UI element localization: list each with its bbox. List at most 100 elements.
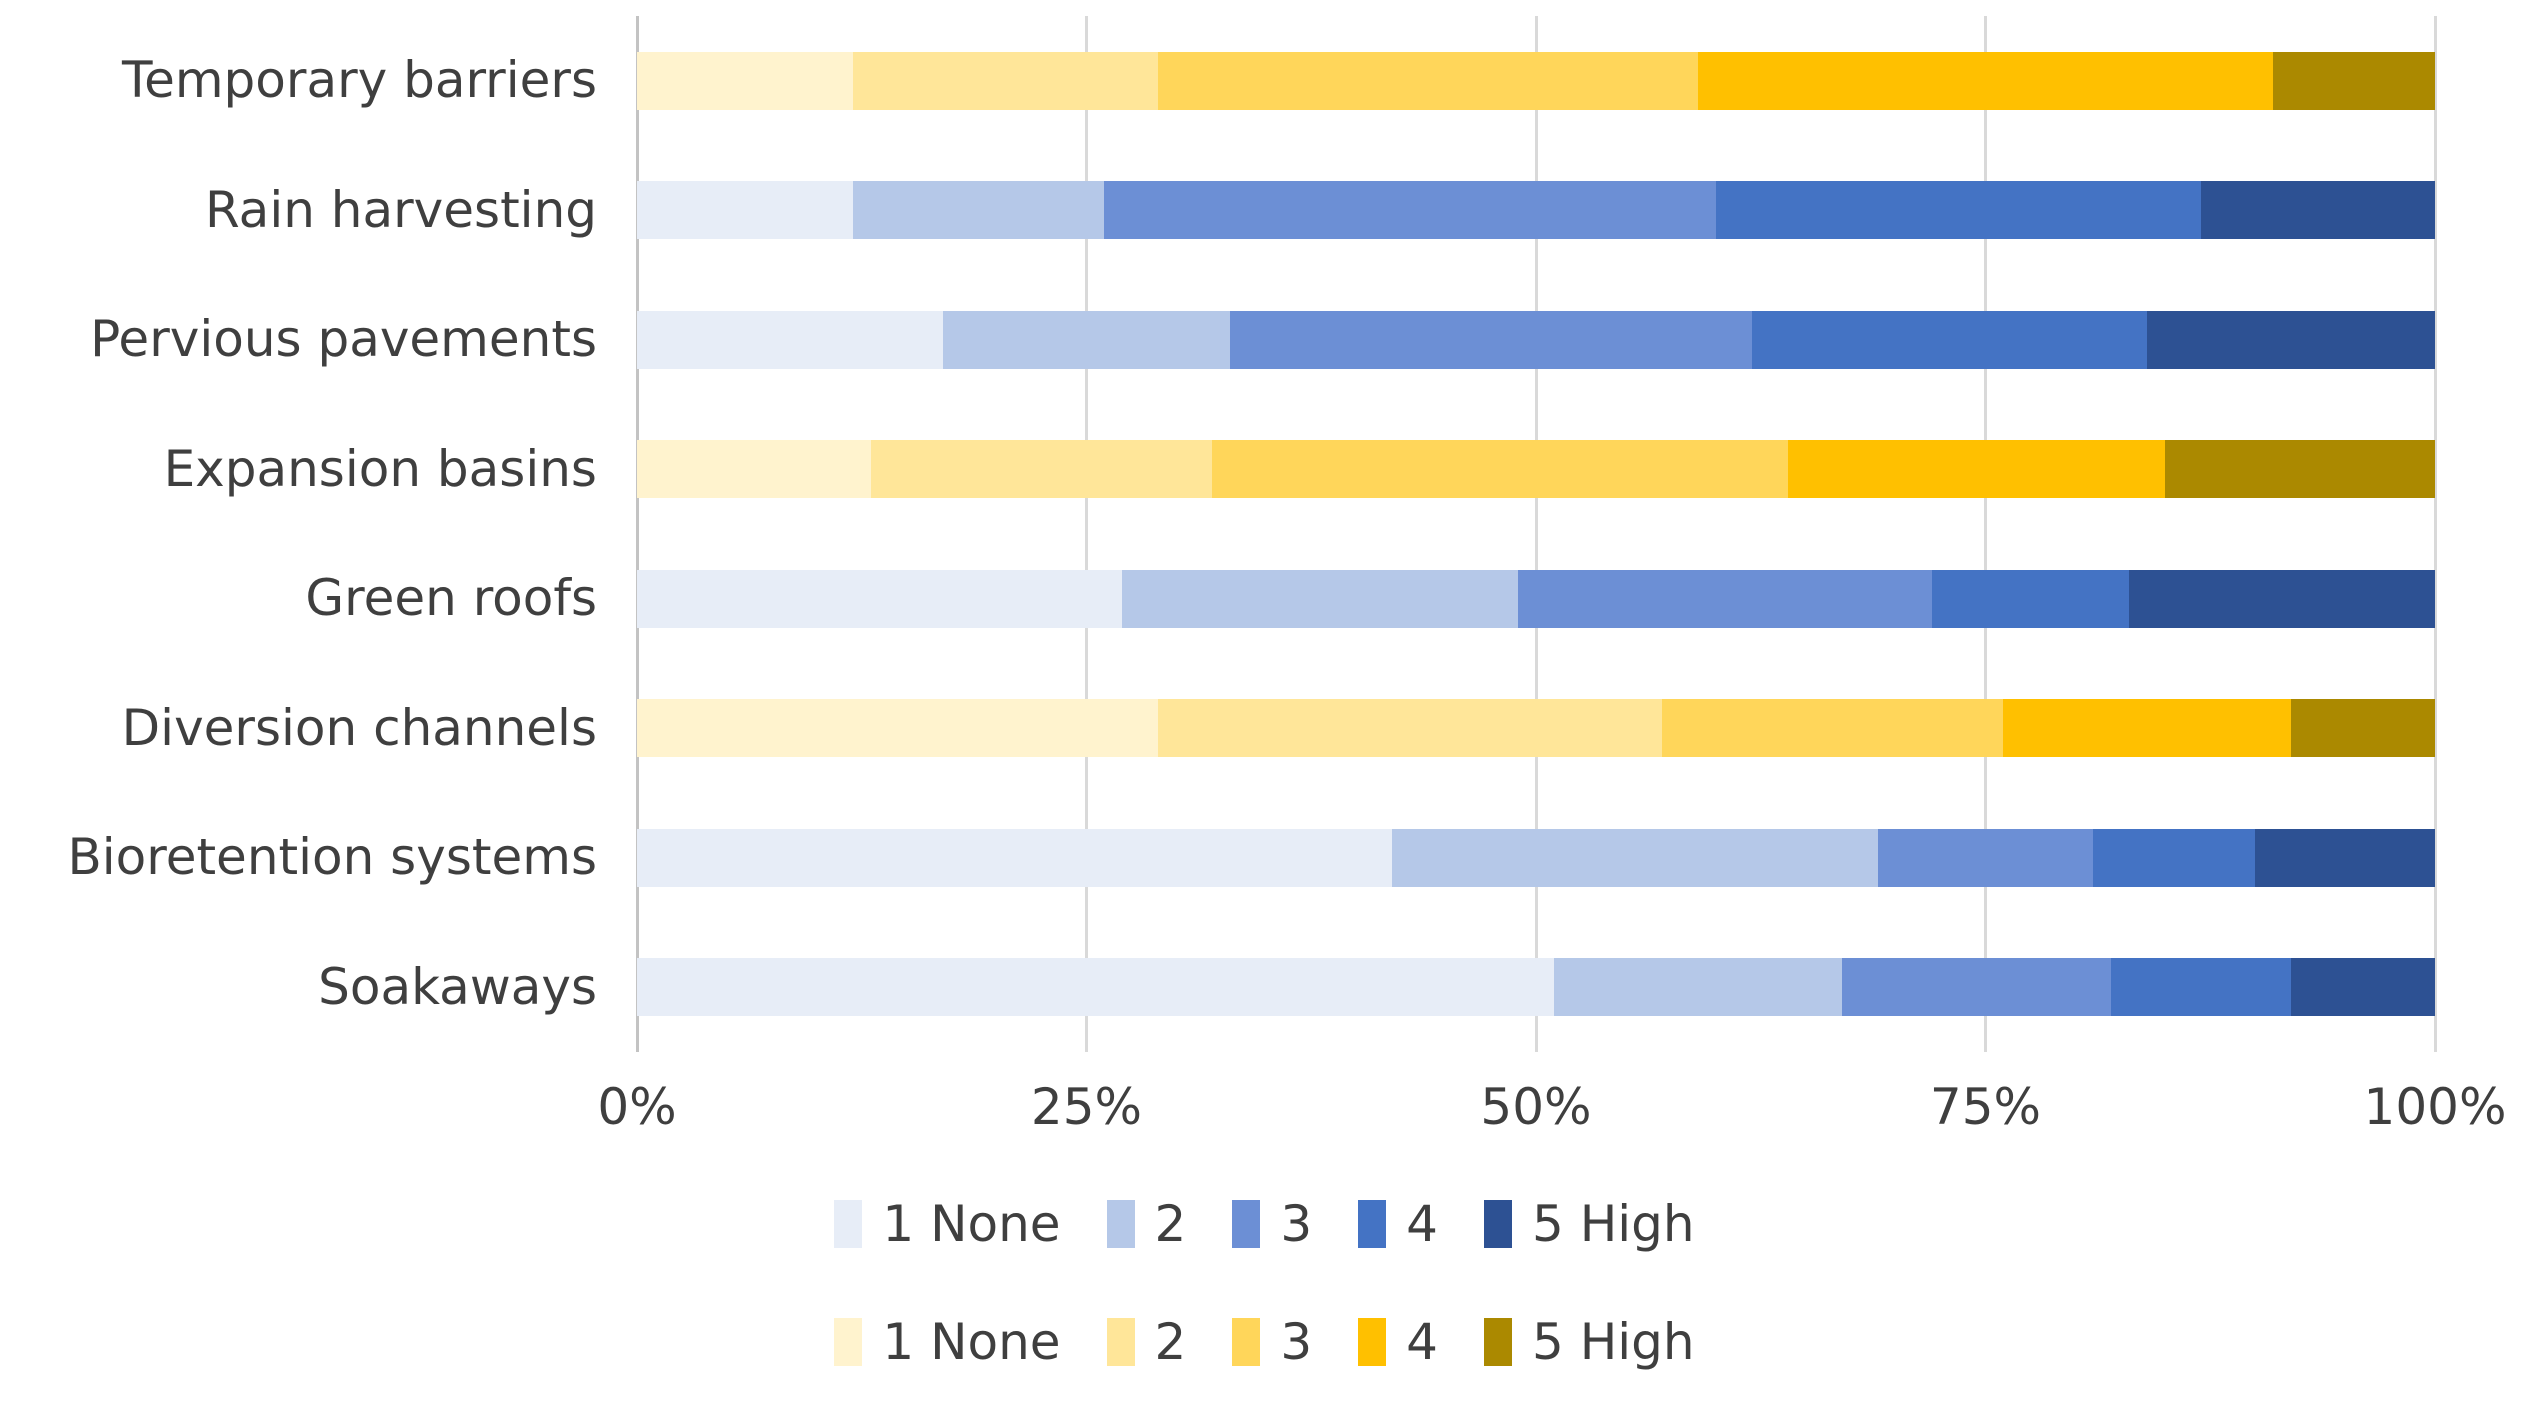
x-tick-label: 75% bbox=[1929, 1078, 2042, 1136]
bar-row: Expansion basins bbox=[0, 405, 2529, 535]
bar-segment-level-1 bbox=[637, 310, 943, 369]
gridline bbox=[2433, 16, 2437, 1052]
bar-segment-level-2 bbox=[1553, 958, 1842, 1017]
x-tick-label: 100% bbox=[2363, 1078, 2507, 1136]
stacked-bar bbox=[637, 958, 2435, 1017]
legend-swatch-icon bbox=[1358, 1200, 1387, 1248]
bar-row: Pervious pavements bbox=[0, 275, 2529, 405]
legend-label: 3 bbox=[1280, 1195, 1313, 1253]
stacked-bar bbox=[637, 51, 2435, 110]
bar-segment-level-1 bbox=[637, 569, 1123, 628]
legend-swatch-icon bbox=[834, 1200, 863, 1248]
bar-segment-level-5 bbox=[2291, 699, 2435, 758]
legend-swatch-icon bbox=[1232, 1200, 1261, 1248]
bar-segment-level-4 bbox=[1715, 181, 2202, 240]
bar-segment-level-5 bbox=[2129, 569, 2435, 628]
bar-segment-level-4 bbox=[2093, 828, 2256, 887]
legend-yellow: 1 None 2 3 4 5 High bbox=[0, 1300, 2529, 1384]
bar-segment-level-3 bbox=[1158, 51, 1698, 110]
bar-segment-level-1 bbox=[637, 51, 853, 110]
bar-segment-level-3 bbox=[1230, 310, 1752, 369]
bar-row: Diversion channels bbox=[0, 664, 2529, 794]
bar-segment-level-5 bbox=[2201, 181, 2435, 240]
bar-segment-level-1 bbox=[637, 181, 853, 240]
stacked-bar bbox=[637, 181, 2435, 240]
legend-blue: 1 None 2 3 4 5 High bbox=[0, 1182, 2529, 1266]
legend-item: 5 High bbox=[1483, 1195, 1695, 1253]
bar-segment-level-5 bbox=[2273, 51, 2435, 110]
legend-swatch-icon bbox=[1232, 1318, 1261, 1366]
bar-segment-level-2 bbox=[870, 440, 1213, 499]
bar-segment-level-4 bbox=[2003, 699, 2292, 758]
bar-row: Soakaways bbox=[0, 923, 2529, 1053]
bar-segment-level-5 bbox=[2147, 310, 2435, 369]
bar-segment-level-3 bbox=[1518, 569, 1932, 628]
bar-segment-level-2 bbox=[1158, 699, 1662, 758]
bar-segment-level-5 bbox=[2165, 440, 2435, 499]
bar-segment-level-2 bbox=[852, 181, 1105, 240]
rows: Temporary barriers Rain harvesting Perviou… bbox=[0, 16, 2529, 1052]
bar-segment-level-2 bbox=[852, 51, 1159, 110]
legend-label: 2 bbox=[1154, 1313, 1187, 1371]
legend-swatch-icon bbox=[1483, 1200, 1512, 1248]
legend-item: 4 bbox=[1358, 1195, 1438, 1253]
bar-segment-level-2 bbox=[1122, 569, 1518, 628]
bar-segment-level-1 bbox=[637, 699, 1159, 758]
legend-item: 1 None bbox=[834, 1313, 1061, 1371]
legend-label: 1 None bbox=[882, 1195, 1061, 1253]
legend-swatch-icon bbox=[1106, 1318, 1135, 1366]
category-label: Pervious pavements bbox=[90, 310, 597, 369]
bar-segment-level-3 bbox=[1841, 958, 2112, 1017]
bar-segment-level-4 bbox=[1931, 569, 2130, 628]
legend-swatch-icon bbox=[1358, 1318, 1387, 1366]
x-tick-label: 25% bbox=[1030, 1078, 1143, 1136]
stacked-bar bbox=[637, 440, 2435, 499]
legend-item: 1 None bbox=[834, 1195, 1061, 1253]
bar-segment-level-3 bbox=[1877, 828, 2094, 887]
bar-segment-level-1 bbox=[637, 440, 871, 499]
bar-segment-level-3 bbox=[1212, 440, 1788, 499]
plot-area bbox=[635, 16, 2437, 1052]
bar-segment-level-3 bbox=[1104, 181, 1716, 240]
gridline bbox=[1085, 16, 1088, 1052]
x-tick-label: 50% bbox=[1480, 1078, 1592, 1136]
legend-item: 3 bbox=[1232, 1195, 1312, 1253]
legend-label: 4 bbox=[1406, 1195, 1438, 1253]
legend-item: 3 bbox=[1232, 1313, 1312, 1371]
category-label: Temporary barriers bbox=[122, 51, 597, 110]
stacked-bar bbox=[637, 310, 2435, 369]
bar-segment-level-4 bbox=[1751, 310, 2148, 369]
bar-row: Rain harvesting bbox=[0, 146, 2529, 276]
y-axis-line bbox=[635, 16, 639, 1052]
x-tick-label: 0% bbox=[597, 1078, 677, 1136]
bar-row: Green roofs bbox=[0, 534, 2529, 664]
legend-item: 5 High bbox=[1483, 1313, 1695, 1371]
legend-swatch-icon bbox=[1106, 1200, 1135, 1248]
legend-label: 5 High bbox=[1531, 1195, 1695, 1253]
stacked-bar bbox=[637, 828, 2435, 887]
bar-segment-level-5 bbox=[2255, 828, 2435, 887]
legend-item: 4 bbox=[1358, 1313, 1438, 1371]
gridline bbox=[1534, 16, 1538, 1052]
legend-label: 2 bbox=[1154, 1195, 1187, 1253]
bar-segment-level-5 bbox=[2291, 958, 2435, 1017]
bar-segment-level-3 bbox=[1661, 699, 2004, 758]
bar-row: Bioretention systems bbox=[0, 793, 2529, 923]
legend-label: 5 High bbox=[1531, 1313, 1695, 1371]
category-label: Green roofs bbox=[305, 569, 597, 628]
legend-label: 3 bbox=[1280, 1313, 1313, 1371]
legend-label: 1 None bbox=[882, 1313, 1061, 1371]
legend-label: 4 bbox=[1406, 1313, 1438, 1371]
legend-swatch-icon bbox=[834, 1318, 863, 1366]
x-axis: 0% 25% 50% 75% 100% bbox=[597, 1078, 2506, 1138]
category-label: Diversion channels bbox=[121, 698, 597, 757]
category-label: Rain harvesting bbox=[205, 180, 597, 239]
legend-item: 2 bbox=[1106, 1195, 1187, 1253]
bar-segment-level-4 bbox=[2111, 958, 2292, 1017]
bar-segment-level-1 bbox=[637, 958, 1554, 1017]
bar-segment-level-2 bbox=[1392, 828, 1878, 887]
bar-row: Temporary barriers bbox=[0, 16, 2529, 146]
stacked-bar bbox=[637, 569, 2435, 628]
gridline bbox=[1984, 16, 1987, 1052]
